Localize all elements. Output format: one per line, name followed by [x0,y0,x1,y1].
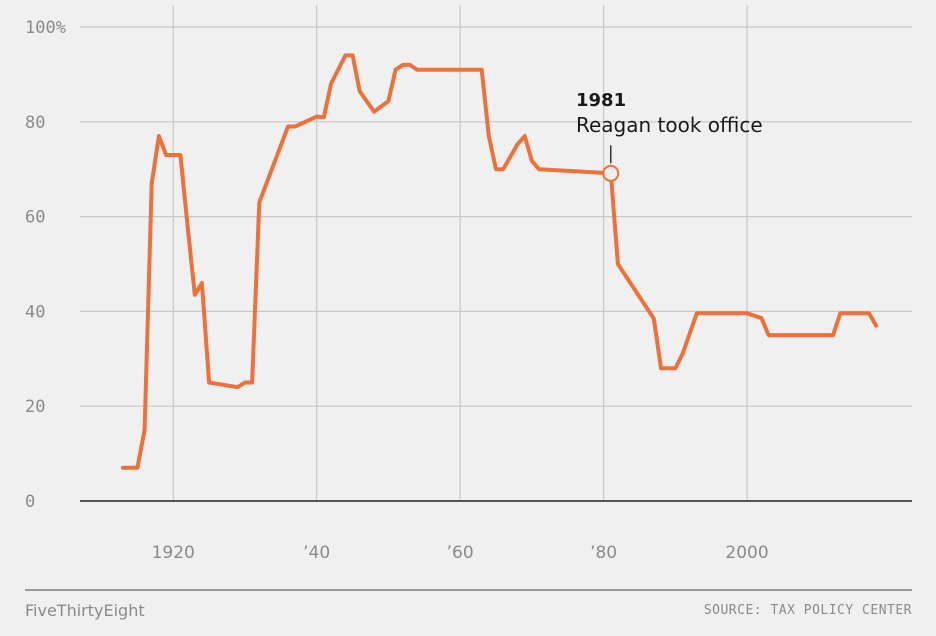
annotation-text: Reagan took office [576,113,763,137]
y-tick-label: 100% [25,18,66,38]
series-line [121,53,879,470]
y-tick-label: 40 [25,302,45,322]
x-axis-ticks: 1920 ’40 ’60 ’80 2000 [152,543,769,563]
y-tick-label: 60 [25,208,45,228]
y-tick-label: 0 [25,492,35,512]
annotation-year: 1981 [576,90,626,111]
series-group [121,53,879,470]
x-tick-label: ’60 [447,543,474,563]
footer-divider [25,589,912,591]
x-tick-label: ’40 [303,543,330,563]
x-tick-label: 2000 [725,543,768,563]
y-tick-label: 20 [25,397,45,417]
annotation-marker [602,164,620,182]
x-tick-label: ’80 [590,543,617,563]
footer-brand: FiveThirtyEight [25,601,145,620]
footer-source: SOURCE: TAX POLICY CENTER [703,603,912,618]
y-tick-label: 80 [25,113,45,133]
grid-lines [80,5,912,501]
x-tick-label: 1920 [152,543,195,563]
y-axis-ticks: 0 20 40 60 80 100% [25,18,66,512]
